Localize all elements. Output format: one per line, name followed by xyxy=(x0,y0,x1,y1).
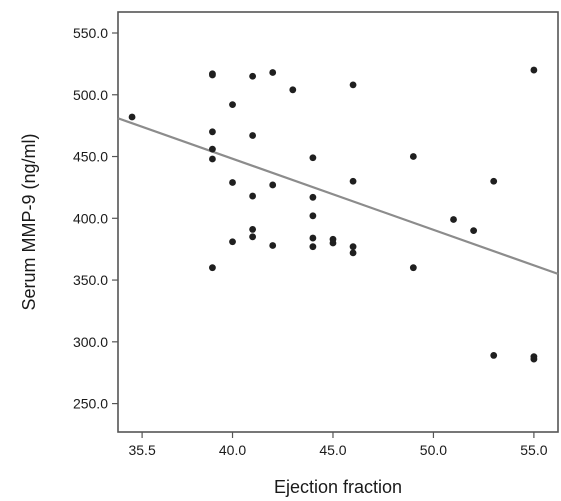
data-point xyxy=(209,71,216,79)
data-point xyxy=(269,69,277,76)
y-tick-label: 250.0 xyxy=(73,396,108,412)
data-point xyxy=(269,181,277,189)
data-point xyxy=(490,177,498,185)
data-point xyxy=(309,212,317,220)
data-point xyxy=(409,264,417,272)
data-point xyxy=(329,239,337,247)
data-point xyxy=(349,249,357,257)
data-point xyxy=(309,243,317,251)
data-point xyxy=(309,234,317,242)
x-tick-label: 55.0 xyxy=(520,442,547,458)
data-point xyxy=(229,238,236,246)
x-axis-title: Ejection fraction xyxy=(274,477,402,497)
data-point xyxy=(349,81,357,89)
data-point xyxy=(530,355,538,363)
data-point xyxy=(229,179,236,186)
y-axis-title: Serum MMP-9 (ng/ml) xyxy=(19,133,39,310)
y-tick-label: 450.0 xyxy=(73,149,108,165)
y-axis: 250.0 300.0 350.0 400.0 450.0 500.0 550.0 xyxy=(73,25,118,412)
data-point xyxy=(249,192,257,200)
data-point xyxy=(209,128,216,136)
data-point xyxy=(209,264,216,272)
data-point xyxy=(470,227,478,235)
data-point xyxy=(349,177,357,185)
data-point xyxy=(309,154,317,162)
data-point xyxy=(209,155,216,163)
y-tick-label: 350.0 xyxy=(73,272,108,288)
data-point xyxy=(229,101,236,109)
data-point xyxy=(249,226,257,233)
data-point xyxy=(128,113,136,121)
data-point xyxy=(490,352,498,359)
data-point xyxy=(309,193,317,201)
y-tick-label: 400.0 xyxy=(73,210,108,226)
data-point xyxy=(249,72,257,80)
regression-line xyxy=(117,117,559,275)
data-point xyxy=(450,216,457,223)
plot-area-frame xyxy=(117,11,559,433)
data-point xyxy=(349,243,357,251)
data-point xyxy=(209,145,216,153)
x-tick-label: 35.5 xyxy=(128,442,155,458)
data-points xyxy=(128,66,538,363)
data-point xyxy=(249,132,257,139)
y-tick-label: 300.0 xyxy=(73,334,108,350)
x-tick-label: 45.0 xyxy=(319,442,346,458)
y-tick-label: 500.0 xyxy=(73,87,108,103)
x-axis: 35.5 40.0 45.0 50.0 55.0 xyxy=(128,432,548,458)
y-tick-label: 550.0 xyxy=(73,25,108,41)
x-tick-label: 50.0 xyxy=(420,442,447,458)
data-point xyxy=(249,233,257,241)
x-tick-label: 40.0 xyxy=(219,442,246,458)
data-point xyxy=(530,66,538,74)
data-point xyxy=(409,153,417,160)
data-point xyxy=(289,86,297,94)
regression-line-group xyxy=(117,117,559,275)
data-point xyxy=(269,242,277,249)
